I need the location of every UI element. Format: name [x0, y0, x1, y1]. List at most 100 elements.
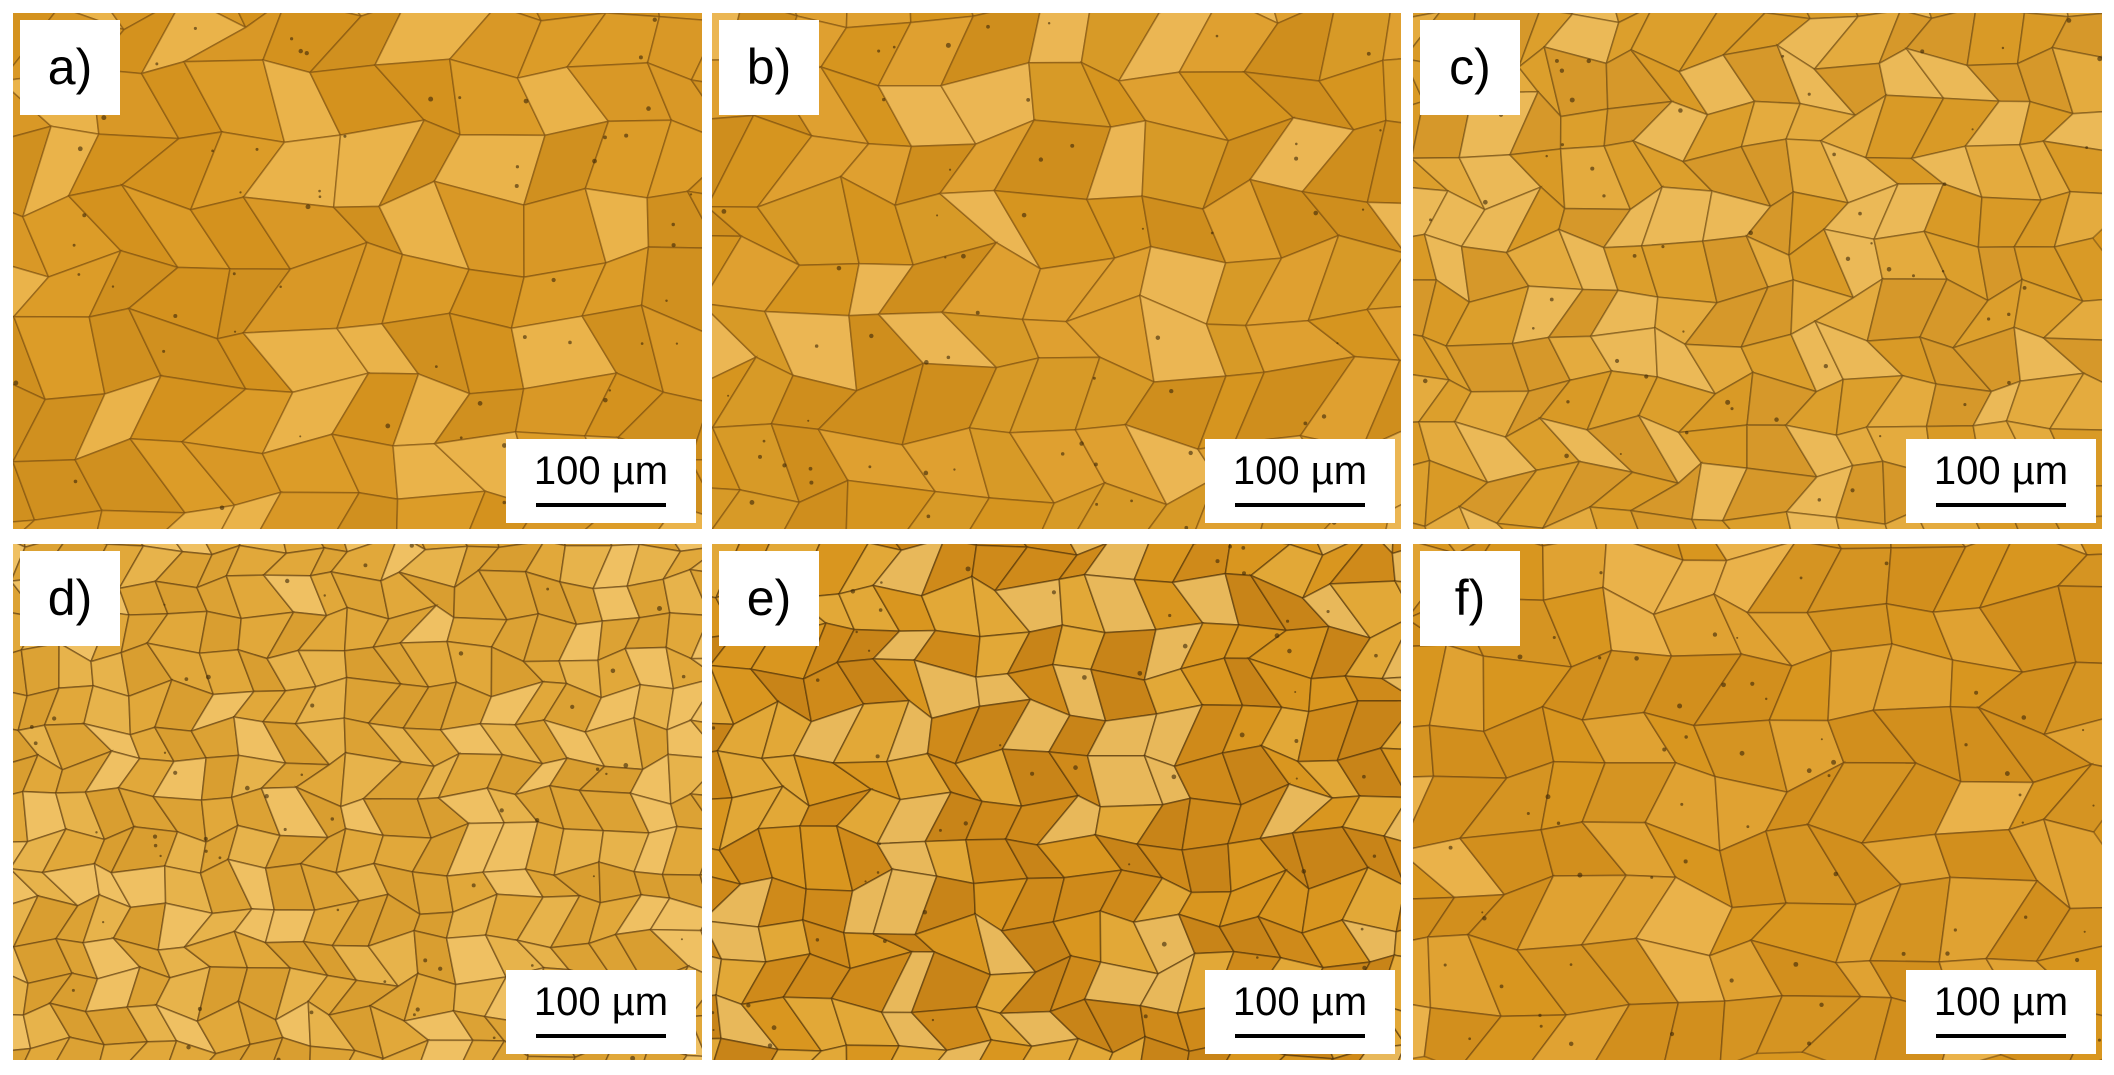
- pore: [1586, 58, 1591, 64]
- grain: [1181, 842, 1232, 894]
- pore: [1774, 417, 1779, 422]
- pore: [2097, 56, 2102, 62]
- pore: [412, 1013, 416, 1017]
- grain: [2041, 337, 2102, 383]
- pore: [1366, 51, 1371, 56]
- pore: [2022, 285, 2027, 290]
- grain: [1559, 107, 1609, 150]
- grain: [666, 719, 702, 759]
- pore: [1538, 1013, 1542, 1018]
- pore: [1598, 656, 1602, 660]
- pore: [936, 214, 939, 217]
- pore: [2007, 312, 2011, 317]
- grain: [198, 610, 243, 655]
- grain: [640, 303, 702, 402]
- pore: [640, 342, 644, 345]
- pore: [1360, 927, 1364, 931]
- grain: [1379, 720, 1401, 751]
- pore: [1729, 978, 1734, 983]
- pore: [1313, 210, 1319, 216]
- grain: [699, 928, 702, 936]
- pore: [1228, 544, 1232, 549]
- pore: [1920, 49, 1925, 54]
- pore: [1294, 739, 1299, 743]
- grain: [1393, 580, 1401, 595]
- grain: [99, 1040, 150, 1060]
- pore: [1684, 735, 1688, 739]
- pore: [855, 630, 858, 634]
- pore: [875, 754, 880, 759]
- scale-bar-box: 100 µm: [1906, 439, 2096, 523]
- pore: [522, 335, 527, 339]
- grain: [688, 719, 702, 735]
- pore: [152, 834, 158, 839]
- grain: [688, 568, 702, 600]
- pore: [1468, 1037, 1472, 1041]
- pore: [1137, 670, 1143, 676]
- pore: [239, 191, 242, 194]
- pore: [72, 243, 76, 247]
- grain: [1382, 835, 1401, 879]
- pore: [434, 365, 438, 368]
- grain: [1690, 518, 1731, 529]
- pore: [1650, 875, 1654, 879]
- grain: [665, 646, 702, 690]
- pore: [926, 514, 931, 519]
- grain: [698, 867, 702, 877]
- pore: [727, 394, 730, 397]
- pore: [868, 465, 872, 469]
- pore: [2007, 380, 2011, 385]
- pore: [2083, 930, 2086, 933]
- pore: [1599, 571, 1603, 575]
- pore: [438, 966, 443, 971]
- pore: [1545, 794, 1551, 800]
- pore: [945, 42, 951, 48]
- grain-texture: [712, 13, 1401, 529]
- grain: [1664, 1000, 1726, 1060]
- pore: [1093, 462, 1098, 467]
- pore: [680, 938, 683, 941]
- pore: [1188, 450, 1193, 456]
- pore: [1568, 1041, 1574, 1047]
- pore: [477, 401, 483, 406]
- scale-bar: [536, 1034, 666, 1038]
- pore: [415, 1007, 420, 1012]
- pore: [173, 314, 178, 319]
- grain: [259, 491, 361, 529]
- grain: [646, 190, 702, 249]
- grain: [1391, 550, 1401, 583]
- pore: [186, 1045, 191, 1050]
- grain: [221, 491, 283, 529]
- grain: [1423, 1006, 1503, 1060]
- pore: [1827, 774, 1831, 778]
- grain: [2057, 585, 2102, 665]
- pore: [458, 96, 462, 100]
- micrograph-panel: c) 100 µm: [1413, 13, 2102, 529]
- pore: [77, 146, 83, 152]
- pore: [163, 603, 166, 606]
- pore: [1661, 245, 1665, 249]
- grain: [2034, 906, 2102, 963]
- pore: [523, 98, 529, 104]
- grain: [396, 490, 487, 529]
- grain: [1382, 58, 1401, 124]
- pore: [1879, 435, 1882, 438]
- grain: [1800, 995, 1893, 1060]
- pore: [1038, 157, 1044, 162]
- pore: [1986, 317, 1991, 321]
- pore: [712, 1028, 715, 1032]
- grain: [239, 1036, 285, 1060]
- pore: [318, 189, 321, 193]
- pore: [1964, 743, 1968, 747]
- pore: [675, 342, 679, 345]
- grain-texture: [1413, 13, 2102, 529]
- pore: [630, 1055, 636, 1060]
- pore: [1945, 951, 1950, 956]
- pore: [646, 106, 651, 111]
- pore: [864, 880, 867, 883]
- pore: [749, 500, 755, 505]
- grain: [661, 873, 702, 909]
- scale-bar-text: 100 µm: [533, 980, 669, 1024]
- pore: [1559, 68, 1565, 73]
- pore: [867, 649, 871, 652]
